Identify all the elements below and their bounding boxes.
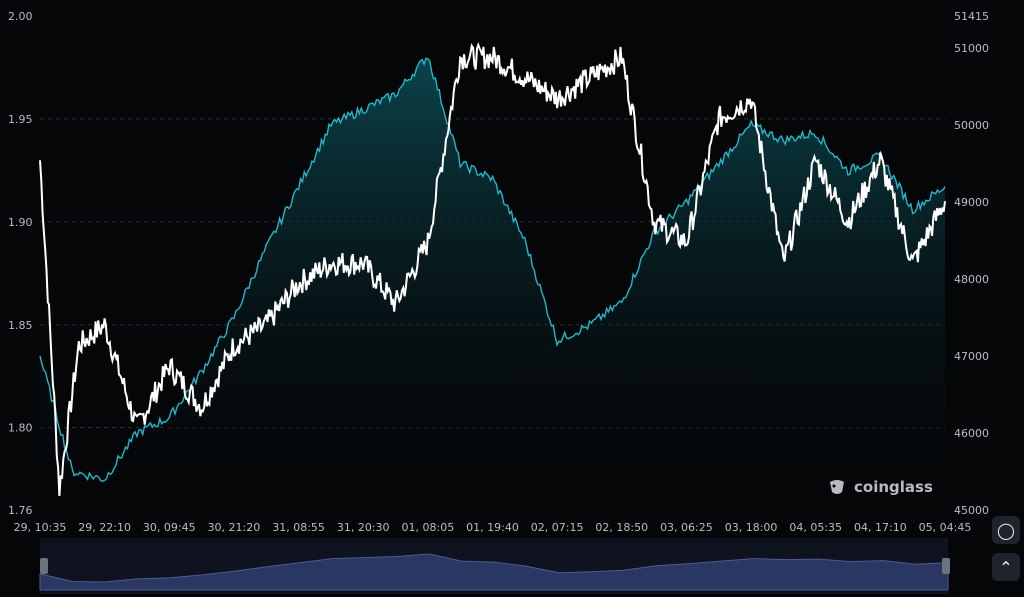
left-tick-label: 1.90 xyxy=(8,216,33,229)
clock-settings-button[interactable]: ◯ xyxy=(992,516,1020,544)
x-tick-label: 05, 04:45 xyxy=(919,521,972,534)
x-tick-label: 03, 18:00 xyxy=(725,521,778,534)
chevron-up-icon: ⌃ xyxy=(999,557,1013,577)
left-tick-label: 2.00 xyxy=(8,10,33,23)
right-axis: 45000 46000 47000 48000 49000 50000 51000 51415 xyxy=(954,10,989,517)
x-tick-label: 29, 22:10 xyxy=(78,521,131,534)
x-tick-label: 01, 19:40 xyxy=(466,521,519,534)
right-tick-label: 51000 xyxy=(954,42,989,55)
x-tick-label: 29, 10:35 xyxy=(14,521,67,534)
right-tick-label: 48000 xyxy=(954,273,989,286)
clock-settings-icon: ◯ xyxy=(997,520,1015,540)
right-tick-label: 47000 xyxy=(954,350,989,363)
x-tick-label: 30, 09:45 xyxy=(143,521,196,534)
right-tick-label: 46000 xyxy=(954,427,989,440)
coinglass-logo-icon xyxy=(830,480,844,494)
x-tick-label: 04, 17:10 xyxy=(854,521,907,534)
left-tick-label: 1.80 xyxy=(8,422,33,435)
right-tick-label: 45000 xyxy=(954,504,989,517)
right-tick-label: 49000 xyxy=(954,196,989,209)
price-line xyxy=(39,41,946,497)
navigator-left-handle[interactable] xyxy=(40,558,48,574)
brand-name: coinglass xyxy=(854,478,933,496)
left-tick-label: 1.95 xyxy=(8,113,33,126)
x-tick-label: 04, 05:35 xyxy=(789,521,842,534)
left-tick-label: 1.85 xyxy=(8,319,33,332)
x-tick-label: 03, 06:25 xyxy=(660,521,713,534)
right-tick-label: 50000 xyxy=(954,119,989,132)
coinglass-watermark: coinglass xyxy=(826,476,933,498)
collapse-button[interactable]: ⌃ xyxy=(992,553,1020,581)
navigator-area xyxy=(39,553,949,591)
x-tick-label: 02, 07:15 xyxy=(531,521,584,534)
x-tick-label: 01, 08:05 xyxy=(402,521,455,534)
left-axis: 1.76 1.80 1.85 1.90 1.95 2.00 xyxy=(8,10,33,517)
x-tick-label: 31, 20:30 xyxy=(337,521,390,534)
series-area-fill xyxy=(40,58,945,510)
navigator-right-handle[interactable] xyxy=(942,558,950,574)
x-tick-label: 30, 21:20 xyxy=(208,521,261,534)
x-tick-label: 31, 08:55 xyxy=(272,521,325,534)
x-tick-label: 02, 18:50 xyxy=(595,521,648,534)
right-tick-label: 51415 xyxy=(954,10,989,23)
x-axis: 29, 10:35 29, 22:10 30, 09:45 30, 21:20 31, … xyxy=(14,521,972,534)
left-tick-label: 1.76 xyxy=(8,504,33,517)
